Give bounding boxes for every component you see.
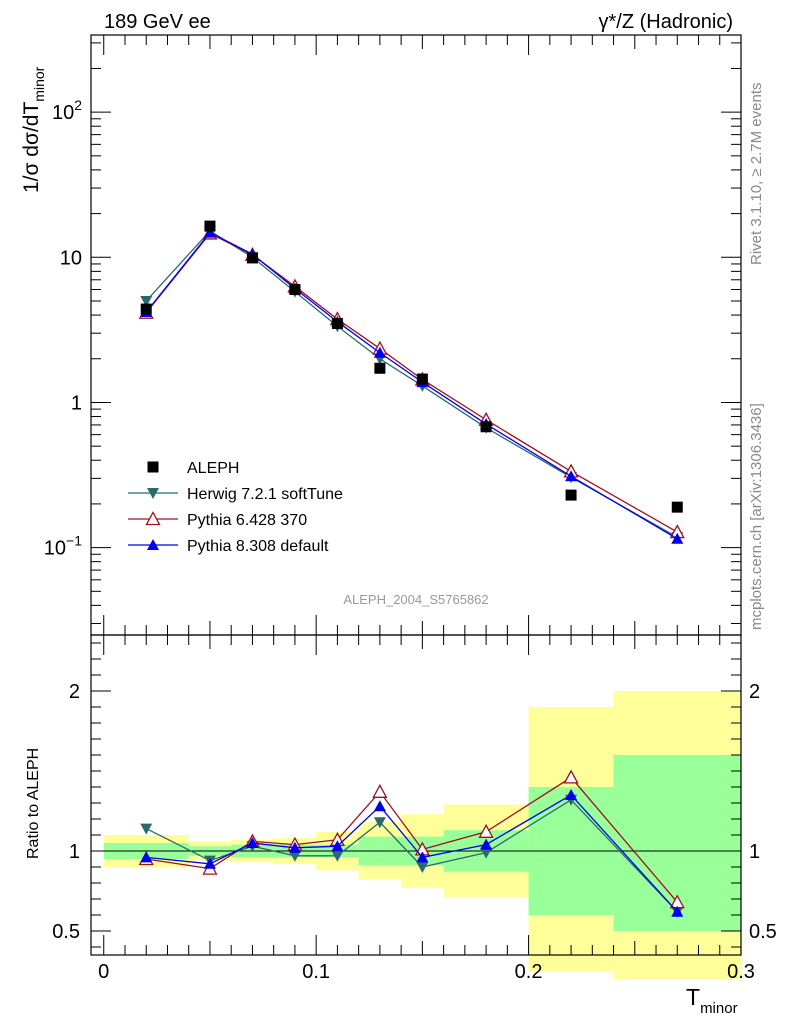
mcplots-label: mcplots.cern.ch [arXiv:1306.3436]: [748, 403, 765, 630]
herwig-point: [331, 850, 344, 862]
pythia8-point: [416, 851, 429, 863]
y-tick-label: 0.5: [52, 921, 80, 943]
pythia8-point: [331, 840, 344, 852]
rivet-label: Rivet 3.1.10, ≥ 2.7M events: [748, 83, 765, 266]
legend-label: Pythia 6.428 370: [187, 512, 307, 529]
pythia8-point: [373, 800, 386, 812]
pythia8-point: [480, 838, 493, 850]
pythia8-point: [140, 851, 153, 863]
pythia8-point: [565, 470, 578, 482]
y-tick-label-right: 0.5: [749, 921, 777, 943]
y-tick-label: 10: [60, 247, 82, 269]
ratio-panel: 0.5 0.5 1 1 2 2 0 0.1 0.2 0.3: [52, 634, 777, 983]
x-axis-title: Tminor: [686, 984, 738, 1017]
x-tick-label: 0: [98, 961, 109, 983]
x-tick-label: 0.3: [727, 961, 755, 983]
aleph-point: [480, 421, 492, 433]
aleph-point: [416, 373, 428, 385]
pythia8-point: [203, 226, 216, 238]
herwig-point: [288, 850, 301, 862]
pythia8-point: [671, 905, 684, 917]
y-tick-label-right: 2: [749, 681, 760, 703]
main-panel: 10−1 1 10 102: [44, 34, 742, 636]
pythia8-point: [671, 532, 684, 544]
herwig-point: [416, 862, 429, 873]
y-tick-label: 102: [52, 97, 82, 124]
pythia6-line: [145, 232, 678, 533]
pythia8-line: [146, 794, 678, 913]
x-tick-label: 0.1: [302, 961, 330, 983]
x-tick-label: 0.2: [515, 961, 543, 983]
legend-label: Pythia 8.308 default: [187, 538, 329, 555]
pythia6-point: [372, 783, 388, 798]
y-tick-label: 1: [69, 841, 80, 863]
legend-marker: [147, 488, 159, 499]
legend-marker: [145, 511, 161, 526]
aleph-point: [140, 303, 152, 315]
pythia8-point: [288, 841, 301, 853]
aleph-point: [671, 501, 683, 513]
watermark: ALEPH_2004_S5765862: [343, 592, 488, 607]
header-right: γ*/Z (Hadronic): [599, 11, 733, 33]
y-axis-title-upper: 1/σ dσ/dTminor: [20, 66, 47, 193]
header-left: 189 GeV ee: [104, 11, 211, 33]
y-axis-title-lower: Ratio to ALEPH: [25, 748, 42, 859]
herwig-point: [140, 295, 153, 307]
pythia6-point: [478, 823, 494, 838]
y-tick-label-right: 1: [749, 841, 760, 863]
aleph-point: [289, 284, 301, 296]
herwig-point: [373, 817, 386, 829]
pythia8-point: [203, 857, 216, 869]
legend-marker: [147, 539, 159, 550]
pythia6-line: [146, 776, 678, 903]
legend-label: ALEPH: [187, 460, 239, 477]
y-tick-label: 10−1: [44, 533, 82, 560]
pythia6-point: [563, 769, 579, 784]
legend-marker: [147, 461, 159, 473]
herwig-point: [480, 847, 493, 859]
pythia8-line: [145, 231, 678, 540]
herwig-point: [140, 823, 153, 835]
legend: ALEPH Herwig 7.2.1 softTune Pythia 6.428 3…: [128, 460, 343, 555]
pythia8-point: [246, 837, 259, 848]
y-tick-label: 1: [71, 392, 82, 414]
aleph-point: [565, 489, 577, 501]
aleph-point: [204, 220, 216, 232]
lower-frame: [90, 634, 742, 956]
pythia8-point: [373, 346, 386, 358]
aleph-point: [374, 362, 386, 374]
aleph-point: [331, 317, 343, 329]
y-tick-label: 2: [69, 681, 80, 703]
aleph-point: [246, 252, 258, 264]
pythia8-point: [565, 789, 578, 800]
legend-label: Herwig 7.2.1 softTune: [187, 486, 343, 503]
